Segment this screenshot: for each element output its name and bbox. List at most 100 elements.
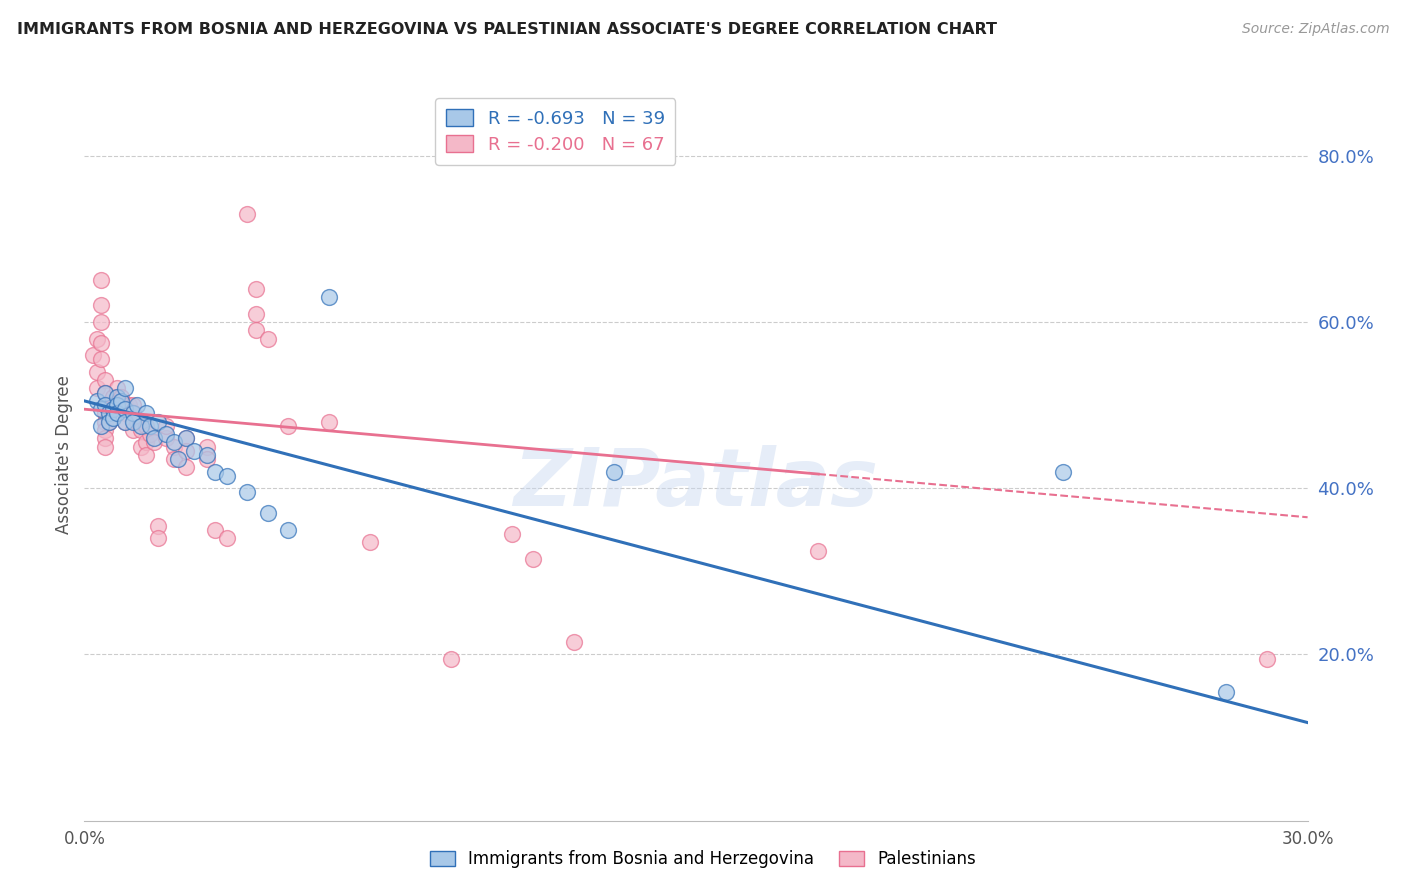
Point xyxy=(155,418,177,433)
Text: Source: ZipAtlas.com: Source: ZipAtlas.com xyxy=(1241,22,1389,37)
Point xyxy=(131,423,153,437)
Point xyxy=(174,431,197,445)
Point xyxy=(257,506,280,520)
Point xyxy=(93,385,115,400)
Point xyxy=(146,531,169,545)
Point xyxy=(138,427,160,442)
Point xyxy=(86,365,108,379)
Point xyxy=(90,402,112,417)
Point xyxy=(236,207,259,221)
Point xyxy=(114,381,136,395)
Point xyxy=(236,485,259,500)
Legend: Immigrants from Bosnia and Herzegovina, Palestinians: Immigrants from Bosnia and Herzegovina, … xyxy=(423,844,983,875)
Point xyxy=(93,398,115,412)
Point xyxy=(138,418,160,433)
Point xyxy=(122,406,145,420)
Point xyxy=(97,415,120,429)
Point xyxy=(522,551,544,566)
Point xyxy=(118,398,141,412)
Point xyxy=(105,406,128,420)
Point xyxy=(93,440,115,454)
Point xyxy=(93,398,115,412)
Point xyxy=(101,402,124,417)
Point xyxy=(277,418,299,433)
Point xyxy=(114,406,136,420)
Point xyxy=(195,452,218,467)
Point xyxy=(440,651,463,665)
Point xyxy=(90,298,112,312)
Point xyxy=(163,440,186,454)
Text: ZIPatlas: ZIPatlas xyxy=(513,445,879,524)
Point xyxy=(127,398,149,412)
Point xyxy=(105,390,128,404)
Point xyxy=(90,315,112,329)
Point xyxy=(122,415,145,429)
Point xyxy=(174,460,197,475)
Point xyxy=(135,448,157,462)
Point xyxy=(90,335,112,350)
Point xyxy=(1215,685,1237,699)
Point xyxy=(1052,465,1074,479)
Point xyxy=(101,402,124,417)
Point xyxy=(1256,651,1278,665)
Point xyxy=(167,452,190,467)
Point xyxy=(93,415,115,429)
Legend: R = -0.693   N = 39, R = -0.200   N = 67: R = -0.693 N = 39, R = -0.200 N = 67 xyxy=(434,98,675,165)
Point xyxy=(127,415,149,429)
Point xyxy=(86,381,108,395)
Point xyxy=(163,435,186,450)
Point xyxy=(318,290,340,304)
Point xyxy=(174,431,197,445)
Point xyxy=(93,423,115,437)
Point xyxy=(359,535,381,549)
Point xyxy=(245,323,267,337)
Point xyxy=(204,465,226,479)
Point xyxy=(105,393,128,408)
Point xyxy=(195,448,218,462)
Point xyxy=(93,431,115,445)
Point xyxy=(105,398,128,412)
Point xyxy=(245,307,267,321)
Point xyxy=(163,452,186,467)
Point xyxy=(122,398,145,412)
Point xyxy=(204,523,226,537)
Point xyxy=(97,406,120,420)
Point xyxy=(114,415,136,429)
Point xyxy=(90,352,112,367)
Point xyxy=(114,415,136,429)
Point xyxy=(97,406,120,420)
Point xyxy=(93,406,115,420)
Point xyxy=(101,410,124,425)
Point xyxy=(183,443,205,458)
Point xyxy=(245,282,267,296)
Point xyxy=(217,468,239,483)
Point xyxy=(195,440,218,454)
Point xyxy=(603,465,626,479)
Point xyxy=(257,332,280,346)
Point xyxy=(114,398,136,412)
Point xyxy=(114,402,136,417)
Point xyxy=(97,415,120,429)
Point xyxy=(86,393,108,408)
Point xyxy=(174,443,197,458)
Point xyxy=(807,543,830,558)
Text: IMMIGRANTS FROM BOSNIA AND HERZEGOVINA VS PALESTINIAN ASSOCIATE'S DEGREE CORRELA: IMMIGRANTS FROM BOSNIA AND HERZEGOVINA V… xyxy=(17,22,997,37)
Point xyxy=(110,390,132,404)
Point xyxy=(86,332,108,346)
Point xyxy=(155,427,177,442)
Point xyxy=(318,415,340,429)
Point xyxy=(93,385,115,400)
Point xyxy=(90,418,112,433)
Point xyxy=(277,523,299,537)
Point xyxy=(155,431,177,445)
Point xyxy=(142,431,165,445)
Point xyxy=(97,398,120,412)
Point xyxy=(135,406,157,420)
Point xyxy=(90,273,112,287)
Point xyxy=(562,635,585,649)
Point xyxy=(122,406,145,420)
Point xyxy=(217,531,239,545)
Point xyxy=(101,390,124,404)
Point xyxy=(82,348,104,362)
Point xyxy=(146,518,169,533)
